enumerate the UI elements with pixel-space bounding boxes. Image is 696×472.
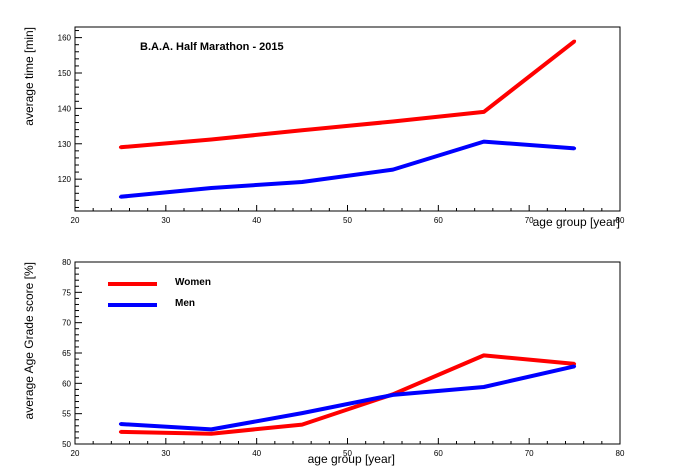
chart-average-time: 20 30 40 50 60 70 80 120 130 140 150 160 B.A.A. Hal… bbox=[22, 26, 625, 229]
x-axis-title-bottom: age group [year] bbox=[308, 452, 395, 466]
y-tick-label-bottom: 65 bbox=[62, 349, 71, 358]
data-point-top bbox=[209, 138, 213, 142]
x-tick-label-bottom: 30 bbox=[161, 449, 170, 458]
y-tick-label-bottom: 70 bbox=[62, 319, 71, 328]
x-tick-label-top: 80 bbox=[616, 216, 625, 225]
x-tick-label-bottom: 50 bbox=[343, 449, 352, 458]
data-point-bottom bbox=[573, 364, 577, 368]
y-tick-label-bottom: 60 bbox=[62, 379, 71, 388]
y-tick-label-bottom: 50 bbox=[62, 440, 71, 449]
series-line-blue-top bbox=[120, 139, 575, 199]
x-tick-label-bottom: 40 bbox=[252, 449, 261, 458]
legend-label-men: Men bbox=[175, 298, 195, 309]
y-tick-label-top: 150 bbox=[58, 69, 72, 78]
data-point-bottom bbox=[209, 427, 213, 431]
plot-frame-bottom bbox=[74, 261, 621, 445]
x-tick-label-top: 50 bbox=[343, 216, 352, 225]
data-point-bottom bbox=[209, 432, 213, 436]
data-point-bottom bbox=[300, 411, 304, 415]
x-tick-label-top: 30 bbox=[161, 216, 170, 225]
data-point-bottom bbox=[391, 393, 395, 397]
data-point-top bbox=[391, 119, 395, 123]
chart-title: B.A.A. Half Marathon - 2015 bbox=[140, 41, 284, 53]
x-tick-label-top: 20 bbox=[71, 216, 80, 225]
data-point-top bbox=[573, 39, 577, 43]
x-tick-label-top: 70 bbox=[525, 216, 534, 225]
y-tick-label-bottom: 55 bbox=[62, 410, 71, 419]
x-tick-label-bottom: 20 bbox=[71, 449, 80, 458]
data-point-top bbox=[209, 186, 213, 190]
y-tick-label-top: 140 bbox=[58, 104, 72, 113]
data-point-bottom bbox=[482, 353, 486, 357]
x-tick-label-bottom: 80 bbox=[616, 449, 625, 458]
y-tick-label-top: 130 bbox=[58, 140, 72, 149]
data-point-top bbox=[482, 140, 486, 144]
x-tick-label-top: 40 bbox=[252, 216, 261, 225]
data-point-bottom bbox=[300, 423, 304, 427]
data-point-top bbox=[300, 128, 304, 132]
data-point-bottom bbox=[482, 385, 486, 389]
data-point-top bbox=[118, 145, 122, 149]
x-tick-label-bottom: 70 bbox=[525, 449, 534, 458]
y-tick-label-bottom: 75 bbox=[62, 288, 71, 297]
series-line-red-top bbox=[120, 39, 576, 150]
y-axis-title-top: average time [min] bbox=[22, 27, 36, 126]
x-tick-label-bottom: 60 bbox=[434, 449, 443, 458]
series-line-women-bottom bbox=[120, 353, 575, 436]
data-point-top bbox=[391, 168, 395, 172]
y-tick-label-top: 120 bbox=[58, 175, 72, 184]
plot-frame-top bbox=[74, 26, 621, 212]
data-point-bottom bbox=[118, 430, 122, 434]
data-point-top bbox=[573, 146, 577, 150]
legend: Women Men bbox=[108, 277, 211, 309]
y-tick-label-bottom: 80 bbox=[62, 258, 71, 267]
data-point-top bbox=[118, 195, 122, 199]
y-axis-title-bottom: average Age Grade score [%] bbox=[22, 262, 36, 419]
data-point-top bbox=[300, 180, 304, 184]
data-point-bottom bbox=[118, 422, 122, 426]
legend-label-women: Women bbox=[175, 277, 211, 288]
y-tick-label-top: 160 bbox=[58, 34, 72, 43]
data-point-top bbox=[482, 110, 486, 114]
series-line-men-bottom bbox=[120, 364, 576, 432]
chart-age-grade: 20 30 40 50 60 70 80 50 55 60 65 70 75 80 Women Men a… bbox=[22, 258, 625, 466]
x-axis-title-top: age group [year] bbox=[533, 215, 620, 229]
x-tick-label-top: 60 bbox=[434, 216, 443, 225]
